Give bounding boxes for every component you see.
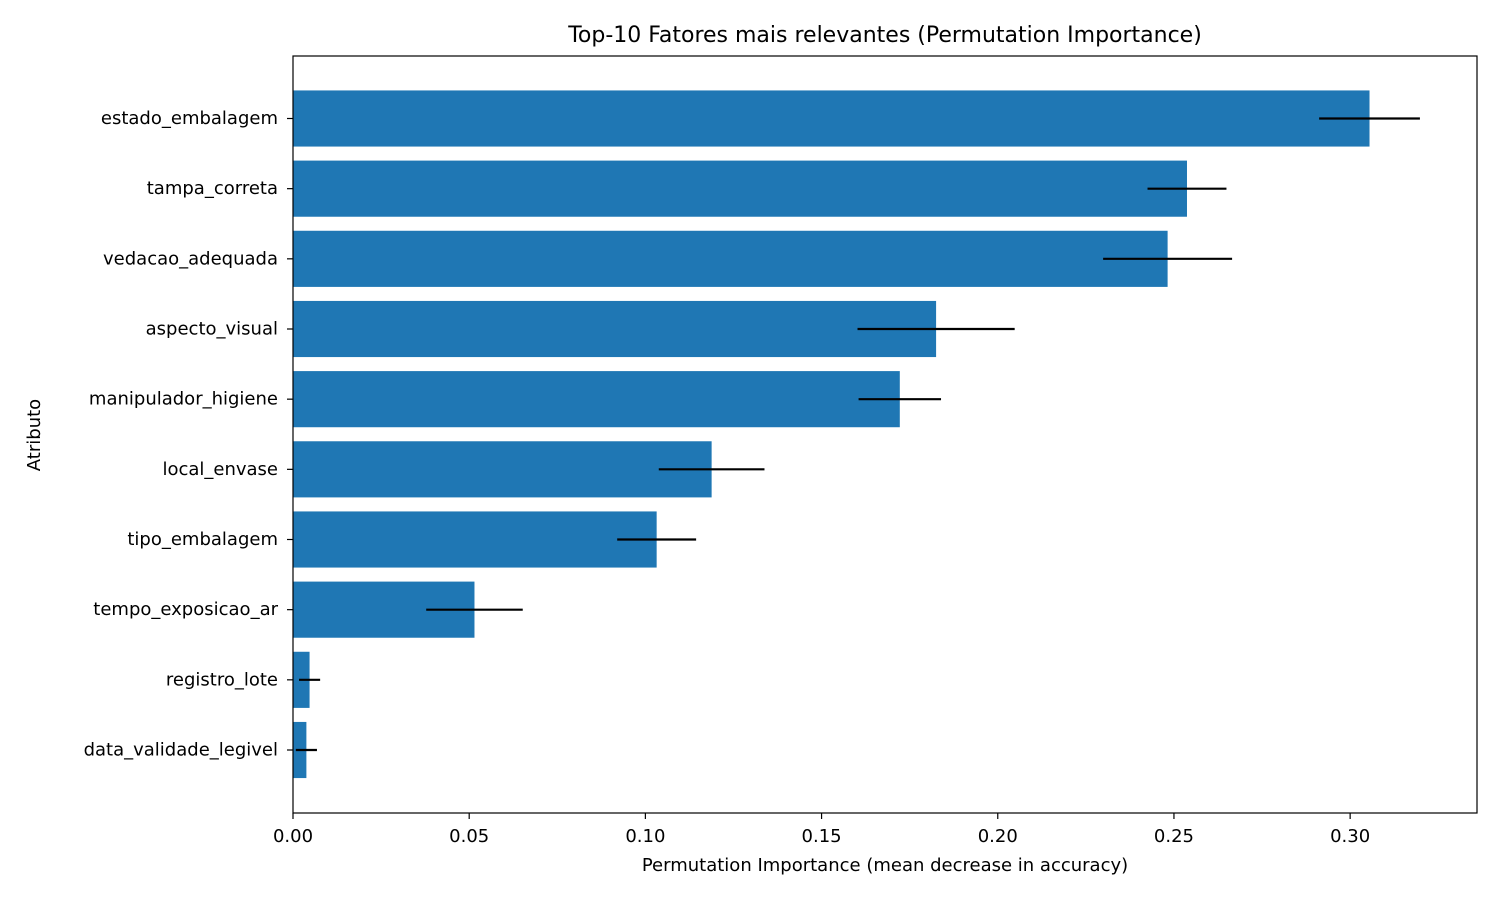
y-tick-label: estado_embalagem — [101, 108, 278, 129]
y-tick-label: aspecto_visual — [146, 319, 278, 340]
y-tick-label: tempo_exposicao_ar — [93, 599, 278, 620]
y-tick-label: tipo_embalagem — [127, 529, 278, 550]
bar-tipo_embalagem — [293, 511, 657, 568]
bar-aspecto_visual — [293, 300, 937, 358]
y-tick-label: data_validade_legivel — [84, 740, 278, 761]
bar-manipulador_higiene — [293, 371, 900, 428]
bar-local_envase — [293, 441, 712, 498]
y-tick-label: manipulador_higiene — [89, 389, 278, 410]
bar-tampa_correta — [293, 160, 1187, 217]
x-tick-label: 0.10 — [625, 826, 665, 847]
x-axis: 0.00 0.05 0.10 0.15 0.20 0.25 0.30 — [273, 813, 1370, 847]
y-tick-label: tampa_correta — [147, 178, 278, 199]
y-axis: estado_embalagem tampa_correta vedacao_ade… — [84, 108, 293, 761]
bars-layer — [293, 90, 1370, 779]
x-tick-label: 0.05 — [449, 826, 489, 847]
y-tick-label: vedacao_adequada — [103, 248, 278, 269]
chart-title: Top-10 Fatores mais relevantes (Permutat… — [567, 23, 1202, 48]
x-tick-label: 0.00 — [273, 826, 313, 847]
y-axis-label: Atributo — [24, 399, 45, 471]
bar-vedacao_adequada — [293, 230, 1168, 287]
y-tick-label: registro_lote — [166, 669, 278, 690]
plot-frame — [292, 55, 1478, 814]
x-tick-label: 0.20 — [978, 826, 1018, 847]
x-tick-label: 0.15 — [802, 826, 842, 847]
errorbars-layer — [295, 117, 1420, 752]
x-tick-label: 0.30 — [1330, 826, 1370, 847]
x-axis-label: Permutation Importance (mean decrease in… — [642, 855, 1128, 876]
y-tick-label: local_envase — [162, 459, 278, 480]
bar-estado_embalagem — [293, 90, 1370, 147]
x-tick-label: 0.25 — [1154, 826, 1194, 847]
